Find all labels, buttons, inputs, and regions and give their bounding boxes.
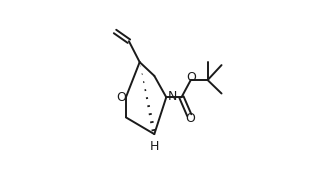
Text: N: N (168, 90, 177, 103)
Text: O: O (116, 91, 126, 104)
Text: O: O (185, 112, 195, 125)
Text: O: O (187, 71, 197, 84)
Text: H: H (150, 140, 159, 153)
